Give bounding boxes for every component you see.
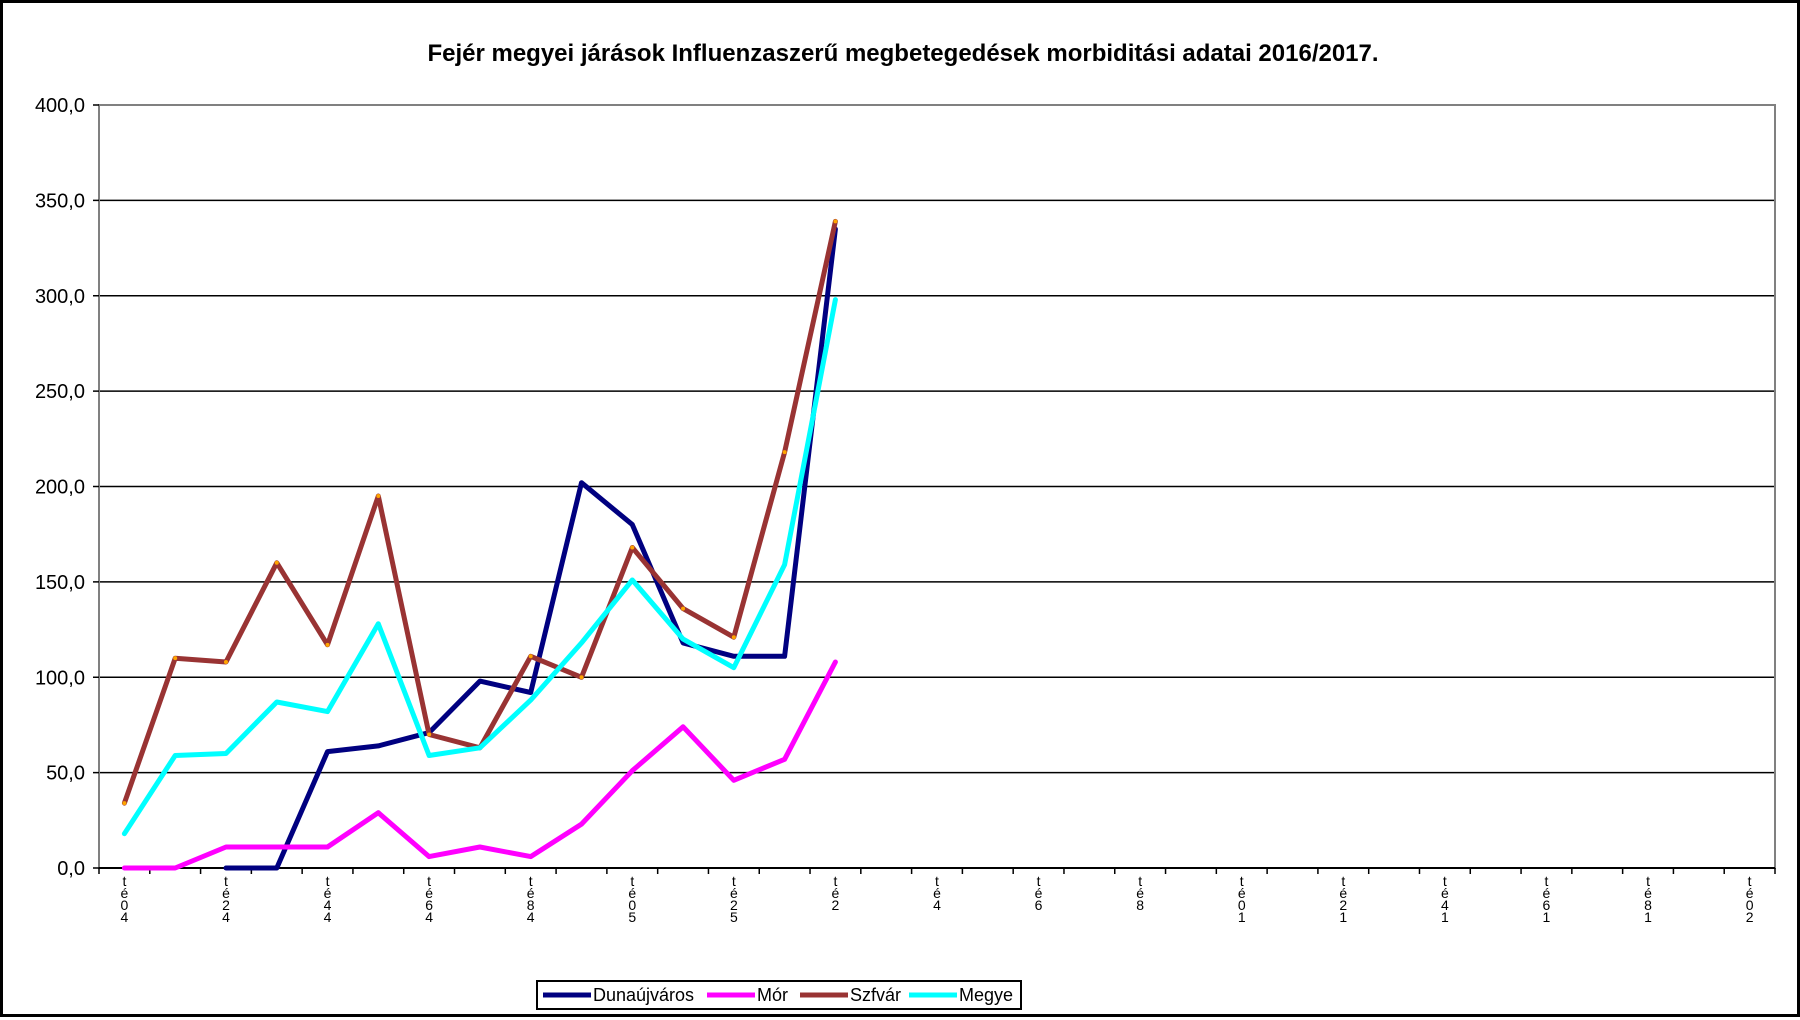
y-tick-label: 300,0 — [35, 286, 85, 308]
y-tick-label: 0,0 — [57, 858, 85, 880]
legend-label: Dunaújváros — [593, 985, 694, 1005]
data-point-szfvar — [833, 219, 838, 224]
data-point-szfvar — [376, 494, 381, 499]
y-tick-label: 150,0 — [35, 572, 85, 594]
data-point-szfvar — [528, 654, 533, 659]
y-axis: 0,0 50,0 100,0 150,0 200,0 250,0 300,0 350,0 400… — [35, 95, 1775, 880]
data-point-szfvar — [122, 801, 127, 806]
y-tick-label: 100,0 — [35, 667, 85, 689]
y-tick-label: 350,0 — [35, 190, 85, 212]
legend-label: Szfvár — [850, 985, 901, 1005]
y-tick-label: 50,0 — [46, 763, 85, 785]
data-point-szfvar — [630, 545, 635, 550]
legend: Dunaújváros Mór Szfvár Megye — [536, 980, 1022, 1010]
y-tick-label: 400,0 — [35, 95, 85, 117]
y-tick-label: 200,0 — [35, 477, 85, 499]
data-point-szfvar — [579, 675, 584, 680]
data-point-szfvar — [274, 560, 279, 565]
legend-label: Mór — [757, 985, 788, 1005]
data-point-szfvar — [681, 606, 686, 611]
line-chart: Fejér megyei járások Influenzaszerű megb… — [35, 40, 1776, 1010]
series-lines — [121, 218, 838, 871]
data-point-szfvar — [782, 450, 787, 455]
data-point-szfvar — [731, 635, 736, 640]
series-line-szfvr — [121, 218, 838, 806]
data-point-szfvar — [325, 642, 330, 647]
series-line-megye — [121, 297, 838, 837]
series-line-dunajvros — [223, 226, 838, 871]
y-tick-label: 250,0 — [35, 381, 85, 403]
data-point-szfvar — [173, 656, 178, 661]
gridlines — [99, 199, 1775, 774]
chart-title: Fejér megyei járások Influenzaszerű megb… — [427, 40, 1378, 67]
x-axis: t é 0 4 t é 2 4 t é 4 4 t é 6 4 t é 8 4 t é 0 5 t é 2 5 t é 2 t é 4 t é 6 t é 8… — [98, 868, 1776, 925]
series-line-mr — [121, 659, 838, 871]
data-point-szfvar — [223, 659, 228, 664]
legend-label: Megye — [959, 985, 1013, 1005]
data-point-szfvar — [427, 732, 432, 737]
